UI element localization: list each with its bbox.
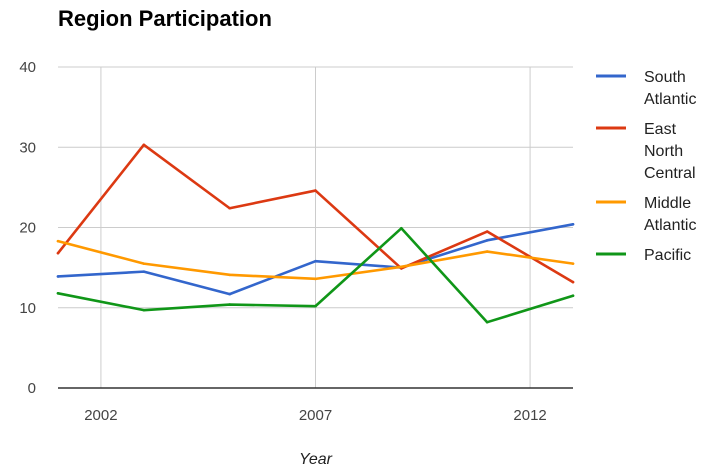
x-axis-title: Year (299, 451, 333, 466)
x-tick-label: 2002 (84, 407, 117, 424)
data-point (228, 303, 231, 306)
y-tick-label: 40 (19, 59, 36, 76)
legend-label: Atlantic (644, 91, 696, 108)
data-point (142, 270, 146, 273)
data-point (56, 292, 60, 295)
legend-label: Central (644, 165, 696, 182)
data-point (400, 227, 403, 230)
y-tick-label: 20 (19, 220, 36, 237)
data-point (400, 265, 403, 269)
legend-label: Middle (644, 195, 691, 212)
y-tick-label: 0 (28, 380, 36, 397)
data-point (571, 294, 575, 298)
data-point (314, 304, 317, 308)
series-lines (56, 143, 575, 324)
data-point (142, 262, 146, 265)
axes: 0 10 20 30 40 2002 2007 2012 Year (19, 59, 573, 466)
data-point (485, 320, 489, 324)
data-point (485, 239, 489, 242)
y-tick-label: 30 (19, 139, 36, 156)
data-point (571, 222, 575, 226)
legend-label: Pacific (644, 247, 691, 264)
legend-label: East (644, 121, 677, 138)
data-point (314, 259, 317, 263)
data-point (314, 277, 317, 281)
data-point (314, 189, 317, 192)
data-point (142, 143, 146, 147)
chart-title: Region Participation (58, 6, 272, 31)
x-tick-label: 2012 (513, 407, 546, 424)
data-point (228, 292, 231, 296)
legend-label: Atlantic (644, 217, 696, 234)
legend: South Atlantic East North Central Middle Atlan… (596, 69, 696, 264)
legend-label: South (644, 69, 686, 86)
data-point (571, 280, 575, 284)
data-point (228, 273, 231, 277)
data-point (228, 206, 231, 210)
data-point (56, 239, 60, 243)
y-tick-label: 10 (19, 300, 36, 317)
grid (58, 66, 573, 388)
data-point (571, 262, 575, 265)
legend-label: North (644, 143, 683, 160)
data-point (142, 308, 146, 312)
x-tick-label: 2007 (299, 407, 332, 424)
data-point (56, 251, 60, 255)
data-point (485, 250, 489, 253)
data-point (485, 230, 489, 233)
data-point (56, 275, 60, 278)
